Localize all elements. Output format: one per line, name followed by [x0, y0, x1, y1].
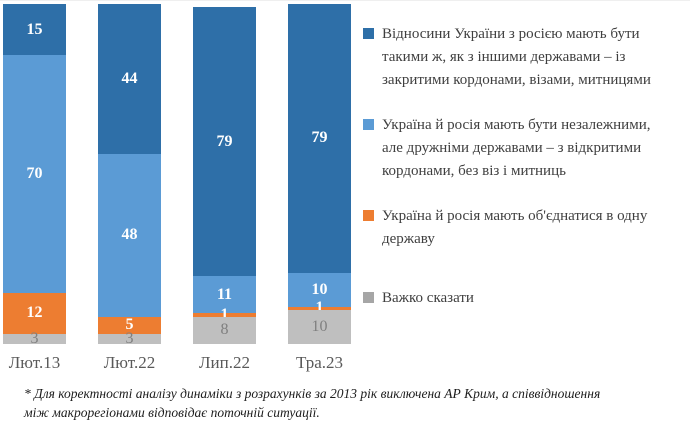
- segment-value-label: 15: [26, 20, 43, 38]
- legend-label-line: Україна й росія мають бути незалежними,: [382, 117, 651, 133]
- segment-value-label: 5: [125, 316, 134, 334]
- bar-segment: 79: [193, 7, 256, 277]
- bar-segment: 44: [98, 4, 161, 154]
- bar-segment: 79: [288, 4, 351, 273]
- legend-item: Україна й росія мають об'єднатися в одну…: [363, 205, 687, 251]
- bar-segment: 15: [3, 4, 66, 56]
- legend: Відносини України з росією мають бути так…: [363, 23, 687, 310]
- bar-segment: 3: [3, 329, 66, 347]
- bar-segment: 10: [288, 310, 351, 344]
- bar-segment: 1: [288, 300, 351, 316]
- x-axis-label: Лют.22: [103, 353, 156, 372]
- footnote-line: * Для коректності аналізу динаміки з роз…: [24, 386, 601, 401]
- bar-segment: 11: [193, 276, 256, 314]
- legend-swatch-icon: [363, 119, 374, 130]
- legend-swatch-icon: [363, 292, 374, 303]
- segment-value-label: 44: [121, 69, 138, 87]
- x-axis-labels: Лют.13 Лют.22 Лип.22 Тра.23: [3, 353, 351, 373]
- segment-value-label: 79: [311, 129, 328, 147]
- x-axis-label: Лют.13: [8, 353, 61, 372]
- legend-label-line: Україна й росія мають об'єднатися в одну: [382, 208, 648, 224]
- legend-item: Відносини України з росією мають бути так…: [363, 23, 687, 92]
- legend-label: Україна й росія мають бути незалежними, а…: [382, 114, 687, 183]
- footnote: * Для коректності аналізу динаміки з роз…: [24, 385, 674, 423]
- segment-value-label: 8: [220, 321, 229, 339]
- footnote-line: між макрорегіонами відповідає поточній с…: [24, 404, 320, 420]
- bar-2: 44 48 5 3: [98, 4, 161, 347]
- bars-row: 15 70 12 3 44 48 5 3 79 11 1 8 79 10 1 10: [3, 4, 351, 347]
- bar-segment: 12: [3, 293, 66, 334]
- segment-value-label: 48: [121, 226, 138, 244]
- bar-4: 79 10 1 10: [288, 4, 351, 344]
- legend-label-line: але дружніми державами – з відкритими: [382, 140, 642, 156]
- bar-1: 15 70 12 3: [3, 4, 66, 347]
- x-axis-label: Тра.23: [295, 353, 344, 372]
- bar-segment: 8: [193, 316, 256, 344]
- legend-label: Україна й росія мають об'єднатися в одну…: [382, 205, 687, 251]
- segment-value-label: 10: [311, 318, 328, 335]
- legend-item: Важко сказати: [363, 287, 687, 310]
- segment-value-label: 11: [216, 285, 233, 303]
- bar-segment: 10: [288, 272, 351, 307]
- legend-item: Україна й росія мають бути незалежними, а…: [363, 114, 687, 183]
- legend-label-line: такими ж, як з іншими державами – із: [382, 49, 626, 65]
- x-axis-label: Лип.22: [199, 353, 250, 372]
- segment-value-label: 1: [220, 306, 229, 324]
- segment-value-label: 79: [216, 132, 233, 150]
- legend-label-line: Відносини України з росією мають бути: [382, 26, 640, 42]
- segment-value-label: 1: [315, 299, 324, 317]
- legend-label-line: державу: [382, 231, 435, 247]
- bar-segment: 48: [98, 153, 161, 317]
- segment-value-label: 10: [311, 280, 328, 298]
- segment-value-label: 3: [30, 329, 39, 347]
- legend-label-line: закритими кордонами, візами, митницями: [382, 72, 651, 88]
- legend-swatch-icon: [363, 28, 374, 39]
- legend-swatch-icon: [363, 210, 374, 221]
- legend-label: Відносини України з росією мають бути так…: [382, 23, 687, 92]
- segment-value-label: 70: [26, 165, 43, 183]
- segment-value-label: 3: [125, 329, 134, 347]
- segment-value-label: 12: [26, 304, 43, 322]
- bar-segment: 3: [98, 329, 161, 347]
- bar-segment: 70: [3, 55, 66, 294]
- legend-label-line: Важко сказати: [382, 290, 474, 306]
- bar-segment: 1: [193, 307, 256, 323]
- bar-segment: 5: [98, 316, 161, 334]
- bar-3: 79 11 1 8: [193, 7, 256, 344]
- legend-label-line: кордонами, без віз і митниць: [382, 163, 566, 179]
- legend-label: Важко сказати: [382, 287, 687, 310]
